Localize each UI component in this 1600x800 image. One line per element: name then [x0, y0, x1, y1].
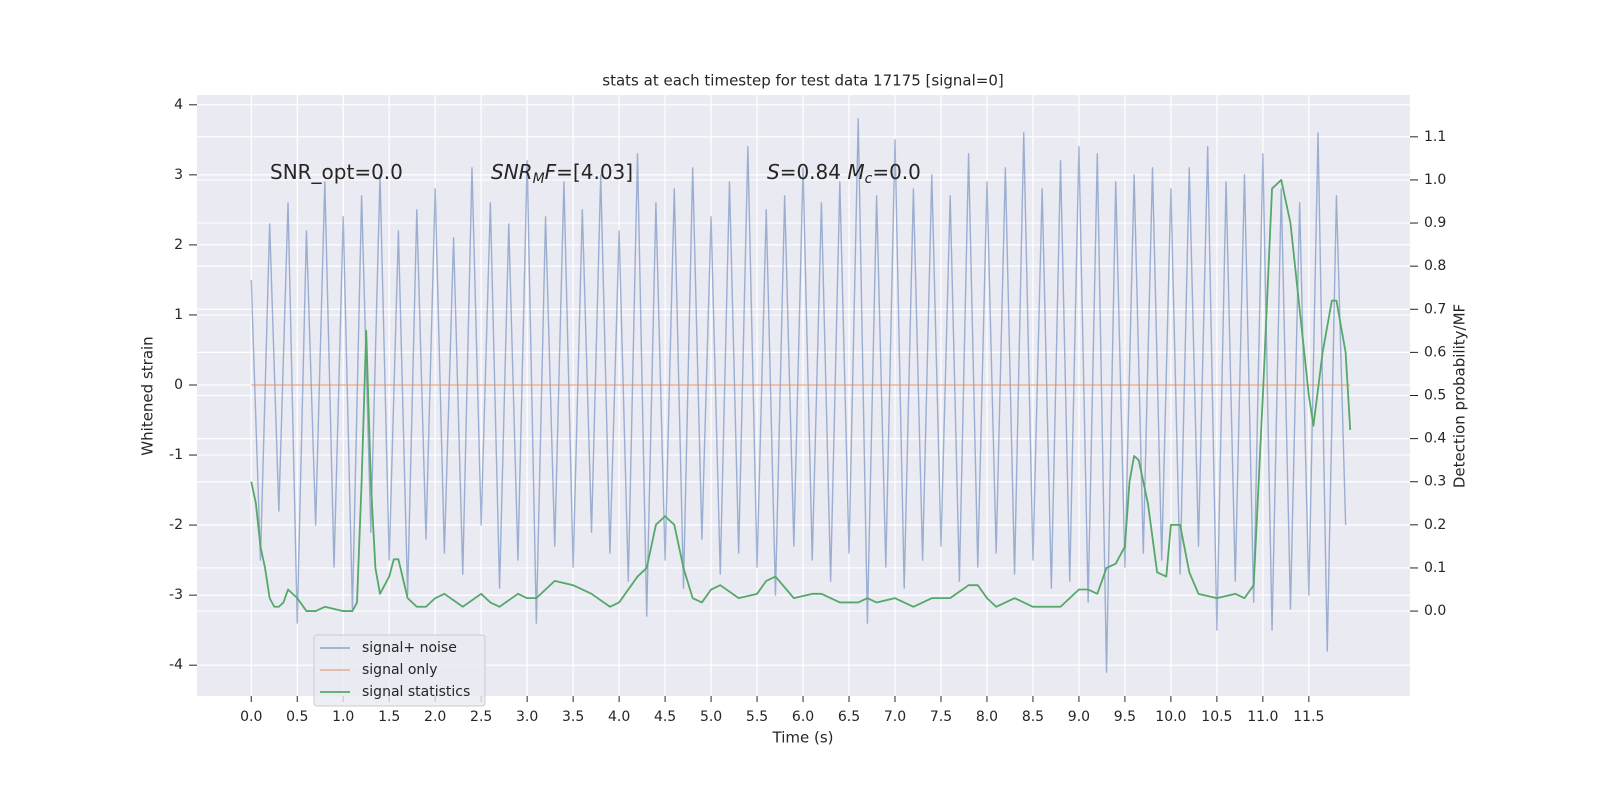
x-axis-label: Time (s) [772, 729, 834, 747]
x-tick-label: 9.0 [1068, 709, 1090, 725]
labels: 0.0 0.5 1.0 1.5 2.0 2.5 3.0 3.5 4.0 4.5 5.0 5.5 6.0 6… [169, 97, 1446, 725]
y-tick-label: 4 [174, 97, 183, 113]
y2-tick-label: 0.2 [1424, 517, 1446, 533]
x-tick-label: 9.5 [1114, 709, 1136, 725]
y2-tick-label: 0.3 [1424, 474, 1446, 490]
y2-tick-label: 0.5 [1424, 388, 1446, 404]
x-tick-label: 2.0 [424, 709, 446, 725]
x-tick-label: 11.0 [1247, 709, 1278, 725]
y-tick-label: -1 [169, 447, 183, 463]
y2-tick-label: 0.4 [1424, 431, 1446, 447]
x-tick-label: 2.5 [470, 709, 492, 725]
y2-tick-label: 0.9 [1424, 215, 1446, 231]
y2-tick-label: 0.1 [1424, 560, 1446, 576]
x-tick-label: 3.0 [516, 709, 538, 725]
x-tick-label: 3.5 [562, 709, 584, 725]
series-line [250, 118, 1347, 673]
y-axis-label: Whitened strain [139, 336, 157, 455]
x-tick-label: 7.5 [930, 709, 952, 725]
y2-tick-label: 1.0 [1424, 172, 1446, 188]
marks [250, 118, 1352, 673]
y2-tick-label: 0.8 [1424, 258, 1446, 274]
y-tick-label: -3 [169, 587, 183, 603]
y2-tick-label: 0.7 [1424, 301, 1446, 317]
y-tick-label: -4 [169, 657, 183, 673]
x-tick-label: 0.0 [240, 709, 262, 725]
x-tick-label: 8.5 [1022, 709, 1044, 725]
annotation-part: SNR_opt=0.0 [270, 160, 403, 184]
chart-title: stats at each timestep for test data 171… [602, 72, 1003, 90]
annotation-part: SNR [491, 160, 533, 184]
x-tick-label: 8.0 [976, 709, 998, 725]
annotation-part: M [847, 160, 864, 184]
annotation-part: =[4.03] [556, 160, 633, 184]
legend-box [313, 634, 486, 707]
annotation-part: c [865, 171, 873, 187]
annotation-part: =0.0 [872, 160, 921, 184]
x-tick-label: 10.0 [1155, 709, 1186, 725]
x-tick-label: 1.0 [332, 709, 354, 725]
annotation: S=0.84 Mc=0.0 [767, 160, 921, 188]
x-tick-label: 6.5 [838, 709, 860, 725]
series-line [250, 179, 1352, 612]
annotation-part: S [767, 160, 780, 184]
x-tick-label: 11.5 [1293, 709, 1324, 725]
annotation-part: M [533, 171, 545, 187]
x-tick-label: 1.5 [378, 709, 400, 725]
y2-tick-label: 1.1 [1424, 129, 1446, 145]
y-tick-label: 1 [174, 307, 183, 323]
legend-label: signal only [362, 662, 437, 678]
y2-axis-label: Detection probability/MF [1451, 304, 1469, 488]
x-tick-label: 7.0 [884, 709, 906, 725]
y2-tick-label: 0.6 [1424, 344, 1446, 360]
legend-label: signal+ noise [362, 640, 457, 656]
x-tick-label: 0.5 [286, 709, 308, 725]
x-tick-label: 5.0 [700, 709, 722, 725]
annotation: SNRMF=[4.03] [491, 160, 633, 188]
x-tick-label: 6.0 [792, 709, 814, 725]
legend-label: signal statistics [362, 684, 470, 700]
x-tick-label: 10.5 [1201, 709, 1232, 725]
annotation-part: F [545, 160, 557, 184]
annotation-part: =0.84 [780, 160, 848, 184]
y-tick-label: 0 [174, 377, 183, 393]
y-tick-label: 2 [174, 237, 183, 253]
x-tick-label: 4.5 [654, 709, 676, 725]
y-tick-label: -2 [169, 517, 183, 533]
annotation: SNR_opt=0.0 [270, 160, 403, 184]
y2-tick-label: 0.0 [1424, 603, 1446, 619]
y-tick-label: 3 [174, 167, 183, 183]
x-tick-label: 5.5 [746, 709, 768, 725]
x-tick-label: 4.0 [608, 709, 630, 725]
